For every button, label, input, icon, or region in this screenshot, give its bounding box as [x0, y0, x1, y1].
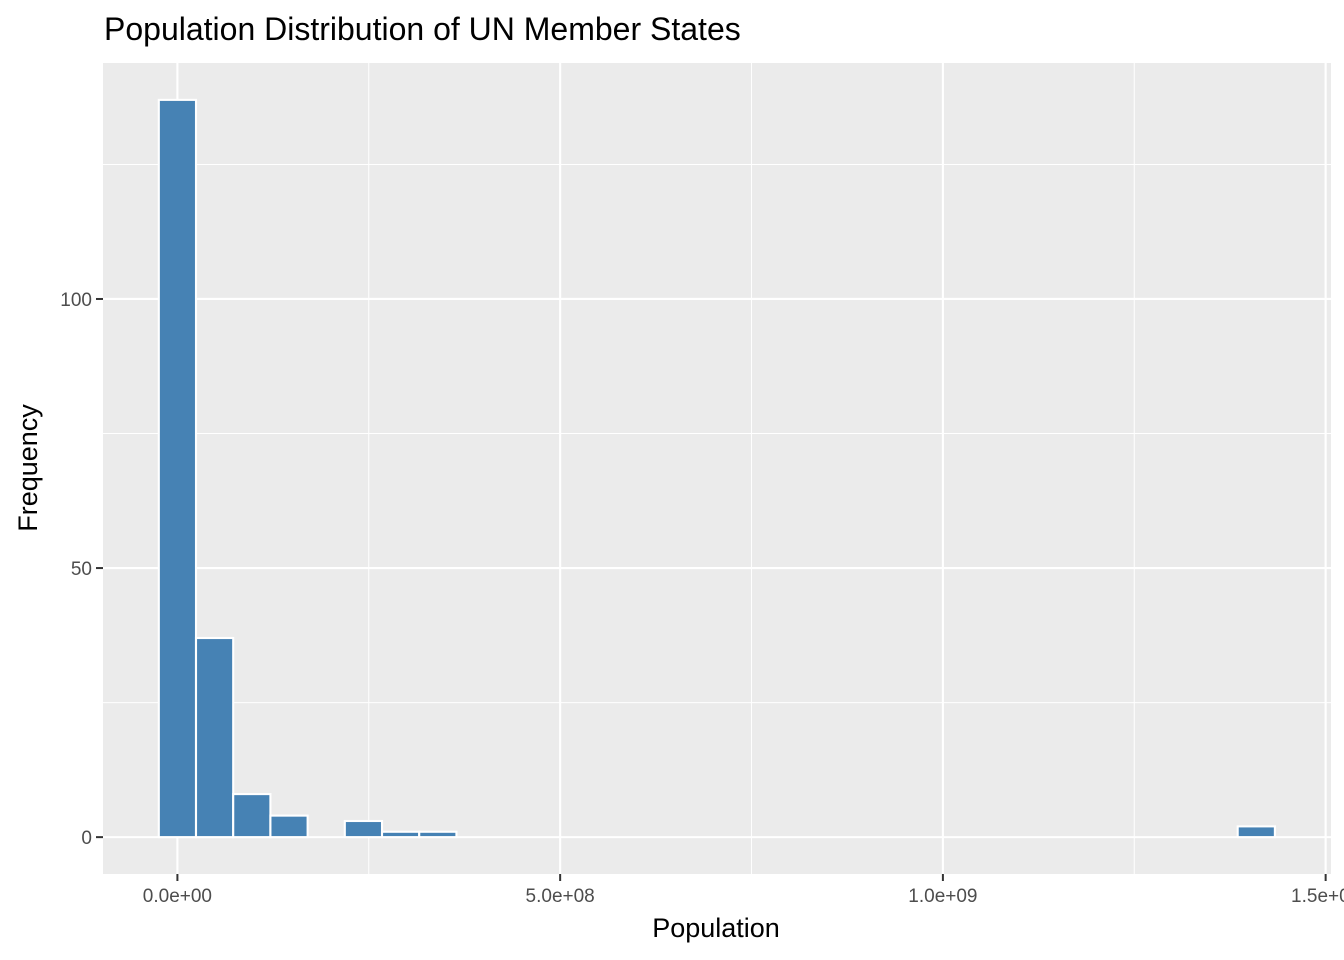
histogram-bar	[1236, 825, 1276, 839]
plot-panel	[103, 63, 1331, 874]
y-tick-label: 50	[71, 559, 92, 580]
x-tick-label: 5.0e+08	[526, 886, 595, 907]
histogram-bar	[269, 814, 309, 839]
x-axis-title: Population	[652, 913, 780, 943]
histogram-bar	[157, 98, 198, 839]
y-axis: 0 50 100	[60, 290, 103, 849]
histogram-bars	[157, 98, 1276, 839]
histogram-bar	[418, 830, 458, 839]
histogram-bar	[343, 819, 384, 839]
x-tick-label: 0.0e+00	[143, 886, 212, 907]
y-axis-title: Frequency	[13, 404, 43, 532]
histogram-bar	[232, 793, 272, 839]
y-tick-label: 0	[81, 828, 92, 849]
histogram-bar	[194, 636, 235, 839]
x-axis: 0.0e+00 5.0e+08 1.0e+09 1.5e+09	[143, 874, 1344, 907]
histogram-bar	[380, 830, 421, 839]
minor-gridlines	[103, 63, 1331, 874]
y-tick-label: 100	[60, 290, 92, 311]
x-tick-label: 1.5e+09	[1291, 886, 1344, 907]
chart-title: Population Distribution of UN Member Sta…	[104, 11, 741, 47]
x-tick-label: 1.0e+09	[908, 886, 977, 907]
